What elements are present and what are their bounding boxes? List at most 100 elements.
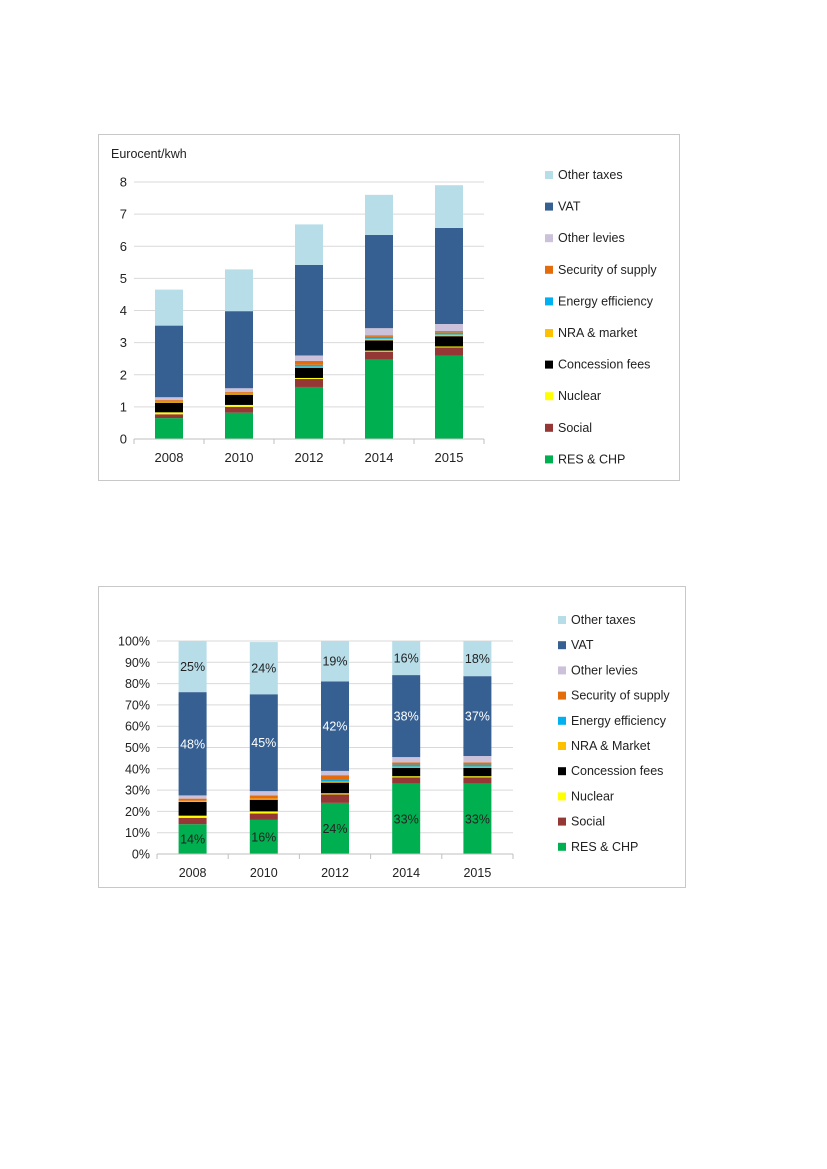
legend-item-other-taxes: Other taxes xyxy=(545,168,623,182)
bar-nuclear-2010 xyxy=(225,404,253,407)
legend-swatch xyxy=(558,792,566,801)
bar-other-levies-2015 xyxy=(435,323,463,332)
x-tick-label-2012: 2012 xyxy=(321,866,349,880)
data-label-res-and-chp-2015: 33% xyxy=(465,812,490,826)
chart-percent-svg: 0% 10% 20% 30% 40% 50% 60% 70% 80% 90% 100% 14% 48% 2… xyxy=(118,613,670,880)
legend-label: Concession fees xyxy=(571,764,663,778)
bar-nuclear-2015 xyxy=(463,776,492,778)
legend-swatch xyxy=(545,171,553,179)
bar-res-and-chp-2012 xyxy=(321,802,349,854)
legend-swatch xyxy=(545,329,553,337)
legend-swatch xyxy=(545,423,553,432)
bar-social-2010 xyxy=(225,406,253,413)
y-tick-label: 7 xyxy=(120,207,127,222)
legend-item-res-and-chp: RES & CHP xyxy=(545,452,625,466)
legend-item-other-levies: Other levies xyxy=(558,663,638,677)
legend-item-vat: VAT xyxy=(558,638,594,652)
legend-label: VAT xyxy=(571,638,594,652)
legend-swatch xyxy=(545,234,553,243)
y-tick-label: 20% xyxy=(125,805,150,819)
x-tick-label-2010: 2010 xyxy=(250,866,278,880)
bar-security-of-supply-2010 xyxy=(225,392,253,394)
chart-absolute-svg: 0 1 2 3 4 5 6 7 8 Eurocent/kwh 2008 2010 2012 2014 201… xyxy=(111,147,657,466)
bar-vat-2012 xyxy=(321,681,349,771)
bar-security-of-supply-2014 xyxy=(392,762,421,765)
bar-energy-efficiency-2014 xyxy=(365,336,393,339)
bar-vat-2008 xyxy=(155,325,183,398)
bar-vat-2010 xyxy=(249,694,278,792)
bar-security-of-supply-2008 xyxy=(155,400,183,402)
legend-swatch xyxy=(545,360,553,369)
legend-swatch xyxy=(558,641,566,650)
data-label-other-taxes-2010: 24% xyxy=(251,662,276,676)
legend-label: Energy efficiency xyxy=(558,294,654,308)
bar-nra-and-market-2015 xyxy=(463,766,492,768)
data-label-other-taxes-2008: 25% xyxy=(180,660,205,674)
legend-label: Security of supply xyxy=(571,689,670,703)
bar-concession-fees-2010 xyxy=(225,394,253,405)
bar-security-of-supply-2014 xyxy=(365,335,393,337)
bar-nra-and-market-2015 xyxy=(435,334,463,337)
bar-res-and-chp-2014 xyxy=(392,783,421,854)
chart-absolute-eurocent: 0 1 2 3 4 5 6 7 8 Eurocent/kwh 2008 2010 2012 2014 201… xyxy=(98,134,680,481)
bar-res-and-chp-2015 xyxy=(435,355,463,439)
bar-security-of-supply-2012 xyxy=(295,360,323,365)
bar-social-2012 xyxy=(321,794,349,803)
legend-swatch xyxy=(558,616,566,624)
bar-vat-2014 xyxy=(392,675,421,758)
legend-label: Security of supply xyxy=(558,263,657,277)
bar-other-levies-2014 xyxy=(392,757,421,763)
data-label-other-taxes-2015: 18% xyxy=(465,652,490,666)
legend-label: Social xyxy=(558,421,592,435)
bar-other-taxes-2015 xyxy=(435,185,463,228)
bar-other-taxes-2010 xyxy=(225,269,253,312)
legend-swatch xyxy=(545,202,553,211)
bar-social-2008 xyxy=(178,817,207,825)
legend-item-security-of-supply: Security of supply xyxy=(558,689,670,703)
data-label-other-taxes-2014: 16% xyxy=(394,652,419,666)
bar-nuclear-2008 xyxy=(155,412,183,415)
bar-security-of-supply-2008 xyxy=(178,798,207,801)
x-tick-label-2014: 2014 xyxy=(365,450,394,465)
legend-item-other-levies: Other levies xyxy=(545,231,625,245)
bar-other-taxes-2015 xyxy=(463,641,492,677)
bar-social-2012 xyxy=(295,378,323,387)
legend-label: Other taxes xyxy=(558,168,623,182)
data-label-vat-2008: 48% xyxy=(180,737,205,751)
bar-res-and-chp-2012 xyxy=(295,386,323,439)
legend-label: Nuclear xyxy=(558,389,601,403)
bar-social-2015 xyxy=(435,347,463,356)
bar-other-levies-2015 xyxy=(463,756,492,763)
x-tick-label-2010: 2010 xyxy=(225,450,254,465)
bar-other-levies-2012 xyxy=(295,355,323,361)
bar-nra-and-market-2014 xyxy=(365,338,393,341)
y-tick-label: 0% xyxy=(132,848,150,862)
bar-nra-and-market-2008 xyxy=(178,800,207,802)
bar-other-taxes-2014 xyxy=(392,641,421,676)
legend-item-nuclear: Nuclear xyxy=(558,789,614,803)
legend-label: Social xyxy=(571,815,605,829)
bar-security-of-supply-2010 xyxy=(249,795,278,799)
y-tick-label: 3 xyxy=(120,335,127,350)
bar-concession-fees-2015 xyxy=(463,767,492,777)
bar-energy-efficiency-2015 xyxy=(463,764,492,767)
legend-swatch xyxy=(558,842,566,851)
legend-swatch xyxy=(545,297,553,306)
bar-energy-efficiency-2012 xyxy=(321,779,349,782)
bar-nra-and-market-2012 xyxy=(295,366,323,368)
legend-item-nra-and-market: NRA & Market xyxy=(558,739,651,753)
bar-concession-fees-2010 xyxy=(249,799,278,812)
bar-res-and-chp-2010 xyxy=(225,412,253,439)
x-tick-label-2008: 2008 xyxy=(179,866,207,880)
y-tick-label: 8 xyxy=(120,175,127,190)
y-tick-label: 10% xyxy=(125,826,150,840)
legend-swatch xyxy=(545,455,553,464)
y-tick-label: 100% xyxy=(118,635,150,649)
x-tick-label-2015: 2015 xyxy=(463,866,491,880)
y-tick-label: 4 xyxy=(120,303,127,318)
legend-swatch xyxy=(558,742,566,750)
legend-item-nra-and-market: NRA & market xyxy=(545,326,638,340)
bar-nuclear-2012 xyxy=(321,793,349,795)
legend-swatch xyxy=(545,392,553,401)
legend-swatch xyxy=(558,691,566,700)
